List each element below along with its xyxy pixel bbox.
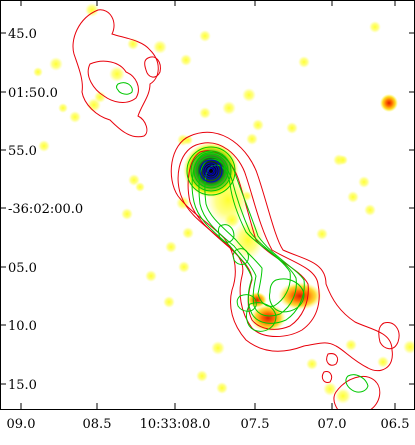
- emission-blob: [109, 66, 125, 82]
- emission-blob: [211, 341, 225, 355]
- emission-blob: [38, 140, 50, 152]
- y-tick-label: -36:02:00.0: [8, 202, 83, 217]
- y-tick-label: 01:50.0: [8, 86, 58, 101]
- emission-blob: [347, 191, 359, 203]
- emission-blob: [252, 119, 264, 131]
- blue-contour: [208, 168, 214, 174]
- emission-blob: [364, 204, 376, 216]
- red-contour: [326, 353, 339, 366]
- red-contour: [333, 376, 381, 410]
- emission-blob: [335, 388, 351, 404]
- y-axis: 45.0 01:50.0 55.0 -36:02:00.0 05.0 10.0 …: [8, 27, 83, 393]
- red-contour: [144, 56, 161, 78]
- emission-blob: [216, 382, 228, 394]
- emission-blob: [180, 54, 192, 66]
- emission-blob: [58, 103, 68, 113]
- green-contour: [345, 374, 369, 393]
- core-emission: [183, 142, 239, 198]
- bright-knot: [247, 292, 267, 308]
- x-tick-label: 07.0: [318, 417, 347, 432]
- y-tick-label: 05.0: [8, 261, 37, 276]
- red-contour: [170, 131, 393, 372]
- x-axis-ticks: [20, 0, 396, 410]
- red-contour: [72, 9, 159, 138]
- emission-blob: [345, 339, 357, 351]
- emission-blob: [323, 382, 337, 396]
- red-contour: [177, 142, 320, 337]
- y-tick-label: 10.0: [8, 319, 37, 334]
- emission-blob: [316, 228, 328, 240]
- emission-blob: [165, 241, 177, 253]
- green-contour: [269, 278, 305, 313]
- emission-blob: [182, 227, 194, 239]
- blue-contour: [199, 159, 223, 183]
- green-contour: [236, 294, 257, 312]
- emission-blob: [33, 67, 43, 77]
- green-contour: [198, 158, 297, 317]
- emission-blob: [222, 101, 236, 115]
- x-tick-label: 06.5: [381, 417, 410, 432]
- emission-blob: [196, 370, 208, 382]
- emission-blob: [199, 107, 211, 119]
- bright-knot: [278, 282, 322, 310]
- emission-blob: [403, 340, 415, 354]
- green-contour: [116, 82, 133, 95]
- emission-blob: [49, 57, 63, 71]
- emission-blob: [246, 133, 258, 145]
- emission-blob: [377, 356, 389, 368]
- blue-contour: [206, 166, 216, 176]
- emission-blob: [85, 3, 99, 17]
- red-contour: [321, 371, 333, 383]
- emission-blob: [178, 261, 190, 273]
- green-contour: [191, 152, 305, 324]
- green-contour: [246, 302, 277, 332]
- emission-blob: [286, 122, 298, 134]
- contour-layer: [72, 9, 400, 410]
- emission-blob: [153, 40, 167, 54]
- x-tick-label: 09.0: [7, 417, 36, 432]
- emission-blob: [69, 111, 81, 123]
- emission-blob: [298, 56, 310, 68]
- x-axis: 09.0 08.5 10:33:08.0 07.5 07.0 06.5: [7, 417, 410, 432]
- red-contour: [87, 60, 139, 103]
- green-contour: [218, 224, 235, 243]
- emission-blob: [306, 358, 318, 370]
- green-contour: [196, 156, 226, 186]
- y-tick-label: 55.0: [8, 144, 37, 159]
- red-contour: [187, 150, 309, 330]
- y-tick-label: 45.0: [8, 27, 37, 42]
- emission-blob: [242, 88, 256, 102]
- emission-blob: [338, 155, 348, 165]
- jet-emission: [224, 212, 240, 228]
- emission-blob: [94, 91, 106, 103]
- y-axis-ticks: [0, 32, 415, 385]
- emission-blob: [369, 21, 381, 33]
- blue-contour: [202, 162, 220, 180]
- green-contour: [232, 248, 249, 265]
- green-contour: [190, 150, 232, 192]
- emission-blob: [145, 270, 157, 282]
- emission-blob: [183, 135, 193, 145]
- green-contour: [193, 153, 229, 189]
- emission-blob: [358, 176, 370, 188]
- emission-blob: [135, 182, 145, 192]
- emission-blob: [121, 208, 133, 220]
- x-tick-label: 10:33:08.0: [140, 417, 211, 432]
- emission-blob: [199, 30, 211, 42]
- x-tick-label: 07.5: [241, 417, 270, 432]
- blue-contour: [204, 164, 218, 178]
- bright-knot: [250, 304, 286, 332]
- y-tick-label: 15.0: [8, 378, 37, 393]
- emission-blob: [163, 296, 175, 308]
- bright-knot: [380, 94, 398, 112]
- x-tick-label: 08.5: [83, 417, 112, 432]
- green-contour: [186, 146, 236, 196]
- red-contour: [378, 321, 400, 350]
